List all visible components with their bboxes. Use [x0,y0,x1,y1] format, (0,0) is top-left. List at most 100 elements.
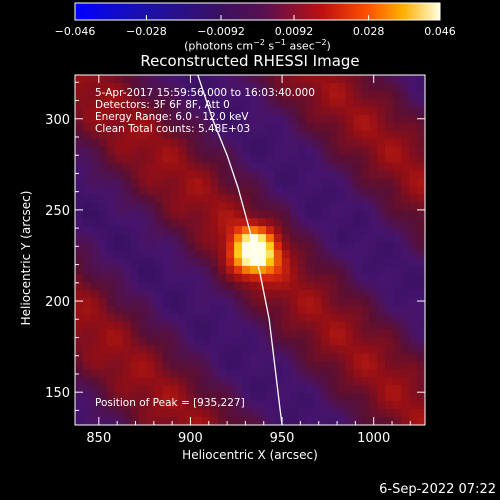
heatmap-cell [242,305,251,315]
heatmap-cell [377,393,386,402]
heatmap-cell [75,242,84,251]
heatmap-cell [75,234,84,243]
heatmap-cell [242,202,251,211]
heatmap-cell [345,202,354,211]
heatmap-cell [369,106,378,116]
colorbar-ticks: −0.046 −0.028 −0.0092 0.0092 0.028 0.046 [55,15,456,38]
heatmap-cell [313,186,323,195]
heatmap-cell [353,329,362,338]
heatmap-cell [265,226,275,235]
heatmap-cell [162,250,171,259]
heatmap-cell [186,401,195,410]
heatmap-cell [361,250,370,259]
heatmap-cell [337,289,346,299]
heatmap-cell [297,226,307,235]
heatmap-cell [186,90,195,100]
heatmap-cell [329,345,338,354]
heatmap-cell [242,297,251,307]
heatmap-cell [82,162,92,171]
heatmap-cell [234,257,243,267]
heatmap-cell [305,242,315,251]
heatmap-cell [146,114,156,124]
heatmap-cell [313,242,323,251]
heatmap-cell [257,218,267,227]
heatmap-cell [337,273,346,283]
heatmap-cell [297,234,307,243]
heatmap-cell [250,250,259,259]
heatmap-cell [114,385,124,394]
heatmap-cell [138,146,148,156]
heatmap-cell [401,417,410,425]
heatmap-cell [234,409,243,418]
heatmap-cell [218,90,227,100]
heatmap-cell [186,122,195,132]
heatmap-cell [82,75,92,84]
heatmap-cell [82,178,92,187]
heatmap-cell [242,385,251,394]
heatmap-cell [385,154,394,163]
heatmap-cell [106,369,116,378]
heatmap-cell [234,122,243,132]
heatmap-cell [106,313,116,323]
y-tick-label: 200 [45,295,70,310]
heatmap-cell [242,345,251,354]
heatmap-cell [393,210,402,219]
heatmap-cell [90,297,100,307]
heatmap-cell [273,281,283,291]
heatmap-cell [321,393,331,402]
heatmap-cell [82,106,92,116]
heatmap-cell [75,361,84,370]
heatmap-cell [82,401,92,410]
heatmap-cell [210,154,219,163]
heatmap-cell [313,226,323,235]
heatmap-cell [265,218,275,227]
heatmap-cell [353,194,362,203]
heatmap-cell [329,281,338,291]
heatmap-cell [409,273,418,283]
heatmap-cell [218,210,227,219]
heatmap-cell [401,345,410,354]
heatmap-cell [385,305,394,315]
heatmap-cell [122,114,132,124]
heatmap-cell [130,210,140,219]
heatmap-cell [250,273,259,283]
heatmap-cell [226,218,235,227]
heatmap-cell [250,242,259,251]
heatmap-cell [281,393,291,402]
heatmap-cell [257,82,267,92]
heatmap-cell [409,321,418,331]
heatmap-cell [353,393,362,402]
heatmap-cell [265,75,275,84]
heatmap-cell [114,82,124,92]
heatmap-cell [75,289,84,299]
heatmap-cell [98,170,108,179]
heatmap-cell [393,218,402,227]
heatmap-cell [361,297,370,307]
heatmap-cell [417,361,425,370]
heatmap-cell [82,242,92,251]
heatmap-cell [361,162,370,171]
heatmap-cell [417,122,425,132]
heatmap-cell [138,329,148,338]
heatmap-cell [114,305,124,315]
heatmap-cell [75,98,84,108]
heatmap-cell [417,353,425,362]
heatmap-cell [234,242,243,251]
heatmap-cell [417,257,425,267]
heatmap-cell [178,369,187,378]
heatmap-cell [154,297,163,307]
heatmap-cell [186,297,195,307]
heatmap-cell [353,353,362,362]
heatmap-cell [98,146,108,156]
heatmap-cell [345,369,354,378]
heatmap-cell [202,265,211,275]
heatmap-cell [385,194,394,203]
heatmap-cell [385,393,394,402]
heatmap-cell [345,250,354,259]
peak-position-label: Position of Peak = [935,227] [95,397,245,409]
heatmap-cell [210,393,219,402]
heatmap-cell [194,202,203,211]
heatmap-cell [361,210,370,219]
heatmap-cell [337,226,346,235]
heatmap-cell [265,242,275,251]
